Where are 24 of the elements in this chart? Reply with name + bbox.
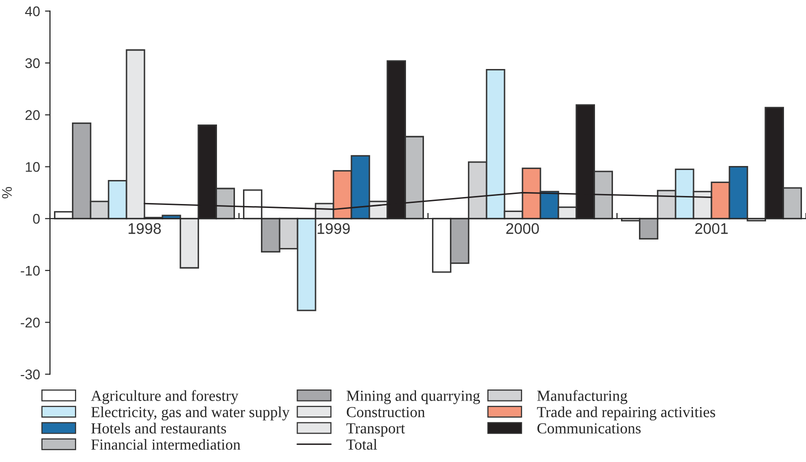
legend-label: Manufacturing bbox=[537, 390, 628, 404]
x-tick-label: 1998 bbox=[128, 223, 161, 234]
y-tick-label: 10 bbox=[26, 162, 40, 172]
legend-label: Hotels and restaurants bbox=[91, 422, 226, 434]
legend-label: Agriculture and forestry bbox=[90, 390, 238, 404]
legend-label: Construction bbox=[346, 406, 425, 418]
x-tick-label: 2000 bbox=[506, 223, 539, 234]
legend-label: Total bbox=[346, 438, 378, 450]
legend-label: Trade and repairing activities bbox=[537, 406, 716, 420]
y-tick-label: 30 bbox=[25, 58, 40, 68]
y-axis-title: % bbox=[2, 186, 12, 198]
x-tick-label: 2001 bbox=[695, 223, 728, 234]
y-tick-label: -20 bbox=[20, 318, 40, 328]
legend-label: Financial intermediation bbox=[91, 439, 240, 450]
y-tick-label: -30 bbox=[20, 370, 40, 380]
legend-label: Mining and quarrying bbox=[346, 390, 480, 404]
y-tick-label: 0 bbox=[33, 214, 40, 224]
y-tick-label: -10 bbox=[20, 266, 40, 276]
legend-label: Transport bbox=[346, 423, 405, 437]
y-tick-label: 40 bbox=[25, 6, 40, 16]
legend-label: Communications bbox=[537, 423, 641, 434]
x-tick-label: 1999 bbox=[318, 223, 350, 234]
legend-label: Electricity, gas and water supply bbox=[91, 406, 290, 420]
y-tick-label: 20 bbox=[26, 110, 40, 120]
